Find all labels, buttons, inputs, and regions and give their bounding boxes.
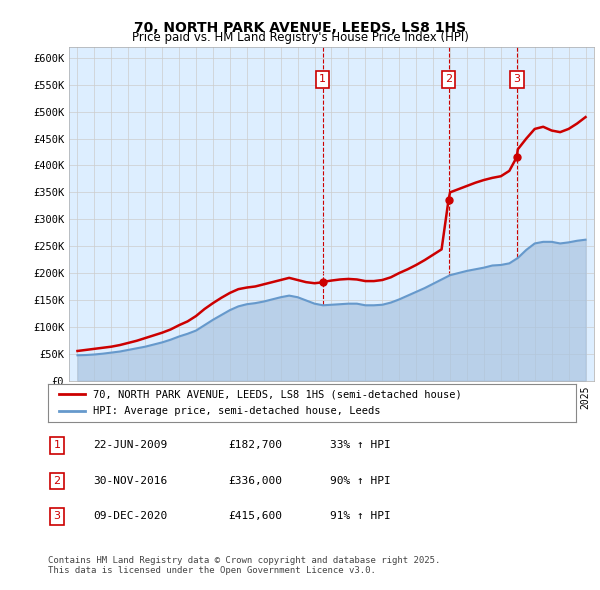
Text: £415,600: £415,600 bbox=[228, 512, 282, 521]
Text: 91% ↑ HPI: 91% ↑ HPI bbox=[330, 512, 391, 521]
Text: 30-NOV-2016: 30-NOV-2016 bbox=[93, 476, 167, 486]
Text: 70, NORTH PARK AVENUE, LEEDS, LS8 1HS: 70, NORTH PARK AVENUE, LEEDS, LS8 1HS bbox=[134, 21, 466, 35]
Text: HPI: Average price, semi-detached house, Leeds: HPI: Average price, semi-detached house,… bbox=[93, 406, 380, 416]
Text: 1: 1 bbox=[53, 441, 61, 450]
Text: £336,000: £336,000 bbox=[228, 476, 282, 486]
Text: 3: 3 bbox=[513, 74, 520, 84]
Text: 2: 2 bbox=[445, 74, 452, 84]
Text: 1: 1 bbox=[319, 74, 326, 84]
Text: 09-DEC-2020: 09-DEC-2020 bbox=[93, 512, 167, 521]
Text: 70, NORTH PARK AVENUE, LEEDS, LS8 1HS (semi-detached house): 70, NORTH PARK AVENUE, LEEDS, LS8 1HS (s… bbox=[93, 389, 461, 399]
Text: 90% ↑ HPI: 90% ↑ HPI bbox=[330, 476, 391, 486]
Text: Contains HM Land Registry data © Crown copyright and database right 2025.
This d: Contains HM Land Registry data © Crown c… bbox=[48, 556, 440, 575]
Text: Price paid vs. HM Land Registry's House Price Index (HPI): Price paid vs. HM Land Registry's House … bbox=[131, 31, 469, 44]
Text: 2: 2 bbox=[53, 476, 61, 486]
Text: 3: 3 bbox=[53, 512, 61, 521]
Text: 22-JUN-2009: 22-JUN-2009 bbox=[93, 441, 167, 450]
Text: 33% ↑ HPI: 33% ↑ HPI bbox=[330, 441, 391, 450]
Text: £182,700: £182,700 bbox=[228, 441, 282, 450]
